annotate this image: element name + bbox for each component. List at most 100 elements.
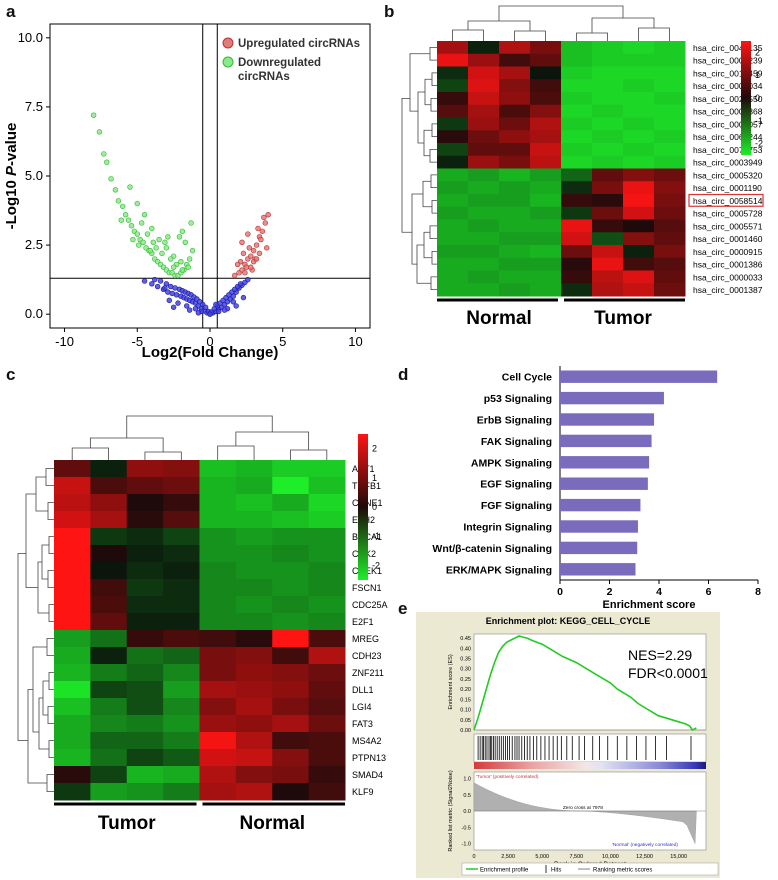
row-dendrogram — [37, 561, 49, 614]
heatmap-cell — [437, 245, 469, 259]
heatmap-cell — [272, 715, 310, 733]
volcano-point — [213, 301, 219, 308]
row-label: hsa_circ_0021550 — [693, 94, 763, 104]
category-label: ErbB Signaling — [477, 415, 552, 427]
volcano-point — [255, 225, 261, 232]
row-dendrogram — [429, 225, 437, 240]
volcano-point — [149, 225, 155, 232]
volcano-point — [156, 236, 162, 243]
heatmap-cell — [90, 715, 128, 733]
x-tick-label: 10 — [348, 334, 362, 349]
zero-cross-label: Zero cross at 7978 — [563, 805, 603, 811]
heatmap-cell — [654, 168, 686, 182]
volcano-point — [216, 308, 222, 315]
heatmap-cell — [54, 732, 91, 750]
row-label: hsa_circ_0005320 — [693, 170, 763, 180]
heatmap-cell — [623, 104, 655, 118]
heatmap-cell — [437, 270, 469, 284]
heatmap-cell — [235, 596, 273, 614]
row-label: CDH23 — [352, 651, 382, 661]
heatmap-cell — [199, 613, 237, 631]
panel-label-b: b — [384, 2, 395, 21]
heatmap-cell — [561, 53, 593, 67]
row-dendrogram — [48, 740, 54, 758]
heatmap-cell — [623, 257, 655, 271]
row-dendrogram — [47, 502, 54, 520]
heatmap-cell — [272, 681, 310, 699]
volcano-point — [178, 258, 184, 265]
heatmap-cell — [530, 206, 562, 220]
heatmap-cell — [126, 460, 164, 478]
volcano-point — [242, 270, 248, 276]
heatmap-cell — [199, 477, 237, 495]
heatmap-cell — [308, 477, 346, 495]
volcano-point — [179, 228, 186, 234]
heatmap-cell — [126, 545, 164, 563]
heatmap-cell — [623, 194, 655, 208]
rank-color-bar — [474, 762, 706, 769]
heatmap-cell — [468, 270, 500, 284]
heatmap-cell — [437, 168, 469, 182]
column-dendrogram — [217, 445, 255, 460]
x-tick-label: -5 — [131, 334, 143, 349]
heatmap-cell — [272, 528, 310, 546]
heatmap-cell — [437, 66, 469, 80]
heatmap-cell — [592, 92, 624, 106]
bar — [560, 498, 641, 512]
heatmap-cell — [235, 766, 273, 784]
category-label: ERK/MAPK Signaling — [446, 564, 552, 576]
heatmap-cell — [308, 511, 346, 529]
heatmap-cell — [468, 245, 500, 259]
heatmap-cell — [163, 562, 200, 580]
row-dendrogram — [411, 193, 423, 265]
heatmap-cell — [592, 104, 624, 118]
bar — [560, 563, 636, 576]
heatmap-cell — [199, 630, 237, 648]
row-dendrogram — [430, 97, 437, 112]
heatmap-cell — [468, 117, 500, 131]
y-tick-label: 7.5 — [25, 99, 43, 114]
heatmap-cell — [163, 460, 200, 478]
heatmap-cell — [308, 647, 346, 665]
heatmap-cell — [235, 647, 273, 665]
volcano-point — [195, 310, 202, 316]
heatmap-cell — [308, 596, 346, 614]
legend-label-profile: Enrichment profile — [480, 868, 529, 874]
group-label-tumor: Tumor — [98, 813, 156, 834]
heatmap-cell — [90, 766, 128, 784]
column-dendrogram — [638, 27, 670, 41]
heatmap-cell — [561, 143, 593, 157]
heatmap-cell — [530, 181, 562, 195]
bar — [560, 520, 638, 533]
volcano-point — [159, 250, 165, 257]
heatmap-cell — [308, 630, 346, 648]
volcano-point — [127, 184, 133, 190]
heatmap-cell — [654, 117, 686, 131]
heatmap-cell — [592, 143, 624, 157]
heatmap-cell — [592, 257, 624, 271]
volcano-point — [185, 264, 191, 270]
volcano-point — [163, 245, 170, 251]
heatmap-cell — [235, 664, 273, 682]
volcano-point — [120, 203, 126, 210]
color-bar — [741, 41, 751, 155]
group-label-normal: Normal — [466, 308, 531, 329]
heatmap-cell — [499, 53, 531, 67]
x-tick-label: -10 — [55, 334, 74, 349]
legend-label-down-2: circRNAs — [238, 71, 290, 83]
heatmap-cell — [126, 715, 164, 733]
heatmap-cell — [654, 66, 686, 80]
volcano-point — [157, 278, 164, 284]
heatmap-cell — [530, 168, 562, 182]
row-label: hsa_circ_0004057 — [693, 119, 763, 129]
bar — [560, 391, 664, 405]
heatmap-cell — [623, 155, 655, 169]
heatmap-cell — [163, 511, 200, 529]
row-label: SMAD4 — [352, 770, 383, 780]
heatmap-cell — [163, 477, 200, 495]
row-dendrogram — [429, 148, 437, 163]
row-dendrogram — [409, 53, 430, 112]
heatmap-cell — [308, 460, 346, 478]
heatmap-cell — [499, 104, 531, 118]
heatmap-cell — [437, 219, 469, 233]
